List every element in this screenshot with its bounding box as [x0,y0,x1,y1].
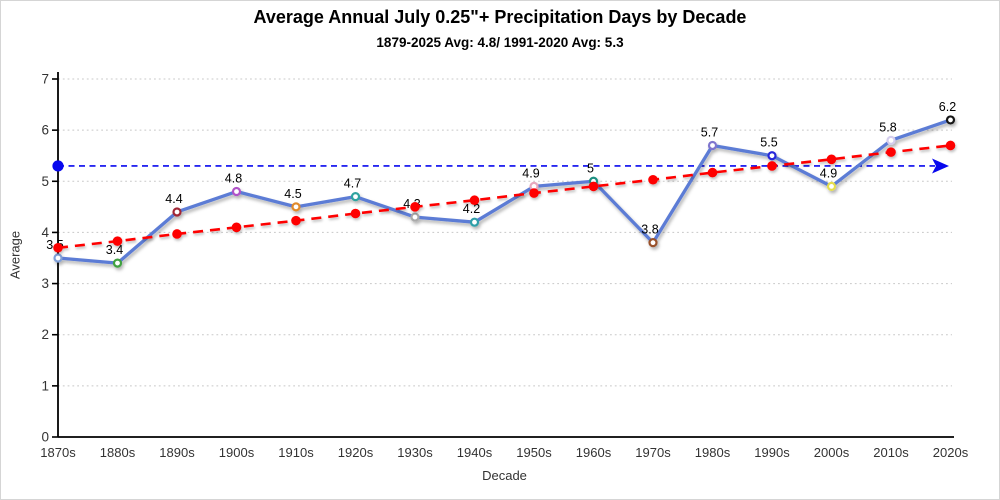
x-axis-title: Decade [482,468,527,483]
trend-marker-1910s [291,215,301,226]
trend-marker-1950s [529,188,539,198]
x-tick-label: 2000s [814,445,850,460]
x-tick-label: 1990s [754,445,790,460]
x-tick-label: 1900s [219,445,255,460]
y-tick-label: 5 [41,174,49,189]
x-tick-label: 2010s [873,445,909,460]
data-point-label-1900s: 4.8 [225,172,242,186]
trend-marker-1890s [172,229,182,239]
trend-series [53,140,956,253]
trend-marker-1960s [588,181,599,192]
x-tick-label: 1890s [159,445,195,460]
x-tick-label: 1930s [397,445,433,460]
data-point-label-1940s: 4.2 [463,202,480,216]
data-point-label-1920s: 4.7 [344,177,361,191]
data-point-label-1890s: 4.4 [165,192,182,206]
data-point-label-1970s: 3.8 [641,223,658,237]
y-tick-label: 2 [41,327,49,342]
data-point-label-1990s: 5.5 [760,136,777,150]
data-point-marker-2010s [886,135,896,145]
chart-title: Average Annual July 0.25"+ Precipitation… [253,7,747,27]
y-tick-label: 1 [41,378,49,393]
data-point-marker-1900s [231,186,242,197]
chart-subtitle: 1879-2025 Avg: 4.8/ 1991-2020 Avg: 5.3 [376,35,624,50]
data-point-label-2010s: 5.8 [879,120,896,134]
x-tick-label: 1870s [40,445,76,460]
trend-line [57,144,951,250]
trend-marker-1990s [767,161,777,171]
main-series-line [56,118,953,265]
data-point-label-1910s: 4.5 [284,187,301,201]
data-point-label-2000s: 4.9 [820,166,837,180]
data-point-marker-1980s [707,140,718,151]
data-point-marker-1930s [410,212,420,222]
data-point-marker-1890s [172,207,182,217]
y-tick-label: 0 [41,430,49,445]
trend-marker-1920s [350,208,361,219]
y-tick-label: 4 [41,225,49,240]
data-point-marker-1870s [53,253,63,263]
y-tick-label: 7 [41,72,49,87]
data-point-marker-1990s [767,151,777,161]
data-point-label-1880s: 3.4 [106,243,123,257]
data-point-label-1950s: 4.9 [522,166,539,180]
main-series [53,115,956,268]
y-tick-label: 3 [41,276,49,291]
trend-marker-1930s [410,202,420,212]
avg-reference-dot [52,160,64,172]
data-point-label-2020s: 6.2 [939,100,956,114]
x-tick-label: 1910s [278,445,314,460]
data-point-label-1980s: 5.7 [701,125,718,139]
avg-reference-arrow [932,158,949,174]
data-point-marker-1880s [112,258,123,268]
y-tick-label: 6 [41,123,49,138]
data-point-marker-1940s [469,217,480,227]
data-point-label-1960s: 5 [587,161,594,175]
trend-marker-1880s [112,236,123,246]
data-point-marker-1920s [350,192,361,202]
x-tick-label: 1880s [100,445,136,460]
trend-marker-2010s [886,147,896,157]
data-point-marker-2020s [945,115,956,125]
trend-marker-1970s [648,174,658,185]
data-point-marker-1970s [648,238,658,248]
trend-marker-2020s [945,140,956,151]
trend-marker-1980s [707,167,718,178]
trend-marker-1870s [53,242,63,253]
x-tick-label: 1970s [635,445,671,460]
x-tick-label: 2020s [933,445,969,460]
trend-marker-2000s [826,154,837,165]
trend-marker-1900s [231,222,242,233]
x-tick-label: 1950s [516,445,552,460]
x-tick-label: 1920s [338,445,374,460]
data-point-marker-2000s [826,181,837,191]
x-tick-label: 1980s [695,445,731,460]
x-tick-label: 1960s [576,445,612,460]
trend-marker-1940s [469,195,480,206]
x-tick-label: 1940s [457,445,493,460]
data-point-marker-1910s [291,202,301,212]
